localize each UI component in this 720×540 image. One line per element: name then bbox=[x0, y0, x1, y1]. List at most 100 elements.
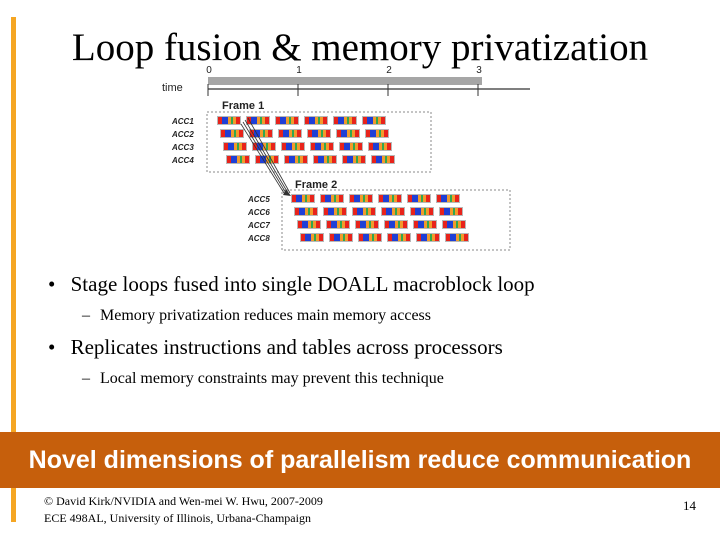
macroblock-stage bbox=[282, 143, 286, 150]
macroblock-stage bbox=[329, 143, 333, 150]
banner: Novel dimensions of parallelism reduce c… bbox=[0, 432, 720, 488]
macroblock-stage bbox=[242, 143, 246, 150]
macroblock-stage bbox=[237, 143, 239, 150]
macroblock-stage bbox=[371, 208, 375, 215]
macroblock-stage bbox=[381, 117, 385, 124]
macroblock-stage bbox=[310, 208, 313, 215]
macroblock-stage bbox=[453, 221, 456, 228]
macroblock-stage bbox=[316, 234, 319, 241]
macroblock-stage bbox=[398, 234, 401, 241]
macroblock-stage bbox=[447, 221, 453, 228]
macroblock-stage bbox=[395, 221, 398, 228]
macroblock-stage bbox=[343, 156, 347, 163]
macroblock-stage bbox=[437, 195, 441, 202]
macroblock-stage bbox=[352, 117, 356, 124]
sub-dash: – bbox=[82, 307, 90, 324]
macroblock-stage bbox=[453, 208, 455, 215]
macroblock-stage bbox=[266, 143, 268, 150]
macroblock-stage bbox=[372, 234, 374, 241]
acc-label: ACC2 bbox=[171, 130, 194, 139]
macroblock-stage bbox=[321, 130, 323, 137]
macroblock-stage bbox=[382, 156, 385, 163]
macroblock-stage bbox=[441, 195, 447, 202]
macroblock-stage bbox=[242, 156, 245, 163]
macroblock-stage bbox=[381, 130, 384, 137]
macroblock-stage bbox=[400, 208, 404, 215]
macroblock-stage bbox=[234, 130, 236, 137]
macroblock-stage bbox=[289, 117, 291, 124]
macroblock-stage bbox=[456, 221, 458, 228]
macroblock-stage bbox=[341, 130, 347, 137]
macroblock-stage bbox=[464, 234, 468, 241]
macroblock-stage bbox=[368, 195, 372, 202]
macroblock-stage bbox=[337, 130, 341, 137]
macroblock-stage bbox=[318, 156, 324, 163]
macroblock-stage bbox=[347, 117, 349, 124]
sub-bullet-2-text: Local memory constraints may prevent thi… bbox=[100, 370, 444, 387]
macroblock-stage bbox=[331, 195, 334, 202]
macroblock-stage bbox=[218, 117, 222, 124]
macroblock-stage bbox=[386, 208, 392, 215]
macroblock-stage bbox=[400, 221, 403, 228]
macroblock-stage bbox=[334, 195, 336, 202]
macroblock-stage bbox=[271, 156, 274, 163]
macroblock-stage bbox=[265, 130, 268, 137]
macroblock-stage bbox=[221, 130, 225, 137]
macroblock-stage bbox=[426, 208, 429, 215]
macroblock-stage bbox=[358, 156, 361, 163]
macroblock-stage bbox=[361, 156, 365, 163]
macroblock-stage bbox=[323, 117, 327, 124]
macroblock-stage bbox=[332, 156, 336, 163]
macroblock-stage bbox=[443, 221, 447, 228]
macroblock-stage bbox=[300, 143, 304, 150]
macroblock-stage bbox=[394, 195, 397, 202]
time-label: time bbox=[162, 82, 183, 94]
macroblock-stage bbox=[356, 221, 360, 228]
macroblock-stage bbox=[455, 195, 459, 202]
macroblock-stage bbox=[406, 234, 410, 241]
macroblock-stage bbox=[352, 130, 355, 137]
macroblock-stage bbox=[417, 234, 421, 241]
macroblock-stage bbox=[447, 195, 450, 202]
dependency-arrows bbox=[240, 117, 291, 196]
macroblock-stage bbox=[334, 117, 338, 124]
macroblock-stage bbox=[292, 195, 296, 202]
macroblock-stage bbox=[430, 234, 432, 241]
macroblock-stage bbox=[276, 117, 280, 124]
bullet-dot: • bbox=[48, 272, 56, 296]
macroblock-stage bbox=[263, 130, 265, 137]
macroblock-stage bbox=[297, 130, 301, 137]
macroblock-stage bbox=[334, 234, 340, 241]
macroblock-stage bbox=[347, 130, 350, 137]
macroblock-stage bbox=[403, 221, 407, 228]
macroblock-stage bbox=[368, 208, 371, 215]
macroblock-stage bbox=[392, 208, 395, 215]
macroblock-stage bbox=[251, 117, 257, 124]
macroblock-stage bbox=[355, 130, 359, 137]
macroblock-stage bbox=[385, 156, 387, 163]
tick-label: 1 bbox=[296, 65, 302, 76]
macroblock-stage bbox=[461, 234, 464, 241]
macroblock-stage bbox=[397, 195, 401, 202]
macroblock-stage bbox=[365, 195, 368, 202]
macroblock-stage bbox=[392, 234, 398, 241]
macroblock-stage bbox=[444, 208, 450, 215]
macroblock-stage bbox=[340, 221, 342, 228]
macroblock-stage bbox=[376, 156, 382, 163]
macroblock-stage bbox=[330, 234, 334, 241]
macroblock-stage bbox=[283, 130, 289, 137]
macroblock-stage bbox=[324, 143, 326, 150]
macroblock-stage bbox=[339, 208, 342, 215]
macroblock-stage bbox=[339, 195, 343, 202]
macroblock-stage bbox=[415, 208, 421, 215]
macroblock-stage bbox=[262, 117, 265, 124]
bullet-2-text: Replicates instructions and tables acros… bbox=[70, 335, 503, 359]
macroblock-stage bbox=[295, 156, 298, 163]
macroblock-stage bbox=[224, 143, 228, 150]
macroblock-stage bbox=[295, 208, 299, 215]
macroblock-stage bbox=[348, 234, 352, 241]
frame1-label: Frame 1 bbox=[222, 100, 264, 112]
macroblock-stage bbox=[257, 143, 263, 150]
sub-bullet-1-text: Memory privatization reduces main memory… bbox=[100, 307, 431, 324]
macroblock-stage bbox=[371, 221, 374, 228]
